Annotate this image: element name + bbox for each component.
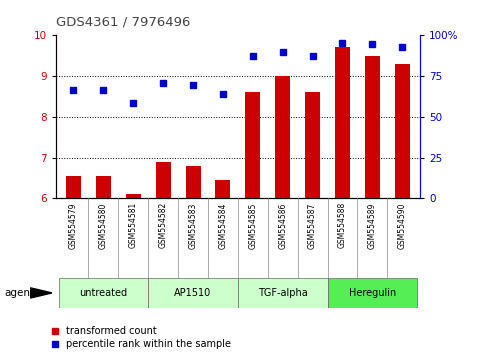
- Text: GSM554589: GSM554589: [368, 202, 377, 249]
- Bar: [58, 278, 148, 308]
- Text: GSM554581: GSM554581: [129, 202, 138, 249]
- Bar: [126, 194, 141, 198]
- Bar: [215, 180, 230, 198]
- Text: untreated: untreated: [79, 288, 128, 298]
- Text: TGF-alpha: TGF-alpha: [258, 288, 308, 298]
- Text: GSM554580: GSM554580: [99, 202, 108, 249]
- Bar: [245, 92, 260, 198]
- Polygon shape: [30, 288, 52, 298]
- Bar: [305, 92, 320, 198]
- Text: GSM554588: GSM554588: [338, 202, 347, 249]
- Bar: [327, 278, 417, 308]
- Text: AP1510: AP1510: [174, 288, 212, 298]
- Bar: [335, 47, 350, 198]
- Bar: [96, 176, 111, 198]
- Bar: [156, 162, 170, 198]
- Text: GSM554585: GSM554585: [248, 202, 257, 249]
- Text: GSM554587: GSM554587: [308, 202, 317, 249]
- Legend: transformed count, percentile rank within the sample: transformed count, percentile rank withi…: [51, 326, 231, 349]
- Text: GSM554584: GSM554584: [218, 202, 227, 249]
- Bar: [66, 176, 81, 198]
- Text: Heregulin: Heregulin: [349, 288, 396, 298]
- Text: GSM554579: GSM554579: [69, 202, 78, 249]
- Bar: [275, 76, 290, 198]
- Bar: [185, 166, 200, 198]
- Text: GSM554582: GSM554582: [158, 202, 168, 249]
- Text: GSM554590: GSM554590: [398, 202, 407, 249]
- Bar: [365, 56, 380, 198]
- Text: GDS4361 / 7976496: GDS4361 / 7976496: [56, 15, 190, 28]
- Bar: [238, 278, 327, 308]
- Bar: [395, 64, 410, 198]
- Text: GSM554583: GSM554583: [188, 202, 198, 249]
- Text: agent: agent: [5, 288, 35, 298]
- Bar: [148, 278, 238, 308]
- Text: GSM554586: GSM554586: [278, 202, 287, 249]
